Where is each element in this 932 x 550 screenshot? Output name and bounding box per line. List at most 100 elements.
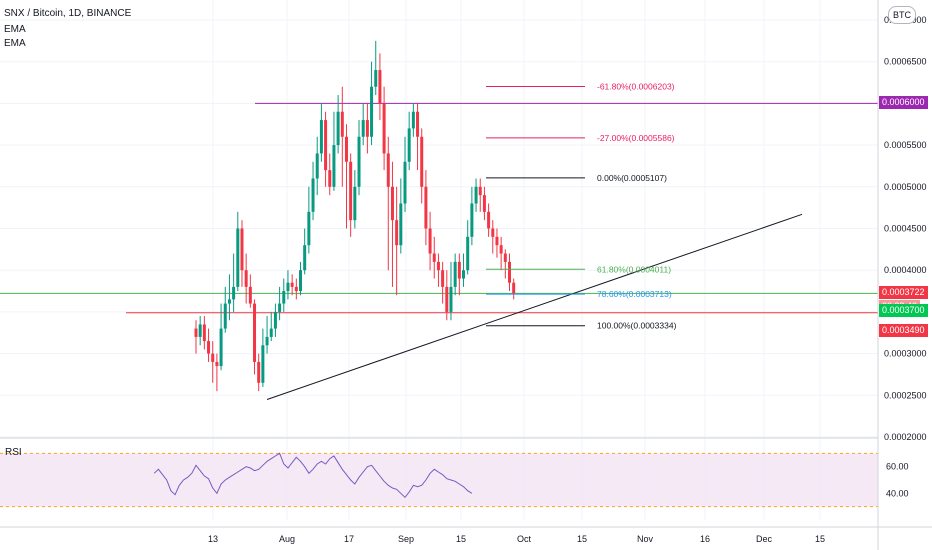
candle-body — [336, 111, 340, 146]
candle-body — [499, 245, 503, 254]
candle-body — [244, 270, 248, 287]
price-tag: 0.0006000 — [879, 96, 928, 110]
indicator-ema-1[interactable]: EMA — [4, 24, 26, 35]
candle-body — [420, 136, 424, 187]
candle-body — [223, 303, 227, 329]
candle-body — [403, 161, 407, 204]
symbol-title: SNX / Bitcoin, 1D, BINANCE — [4, 8, 132, 19]
candle-body — [299, 270, 302, 292]
time-tick-label: Nov — [637, 534, 654, 544]
time-tick-label: 15 — [456, 534, 466, 544]
price-tag: 0.0003700 — [879, 304, 928, 318]
price-tick-label: 0.0006500 — [884, 57, 927, 67]
grid-lines — [0, 0, 878, 520]
candle-body — [491, 228, 495, 237]
candle-body — [248, 286, 252, 304]
time-tick-label: Dec — [756, 534, 773, 544]
candle-body — [512, 282, 516, 294]
fib-level-label: 78.60%(0.0003713) — [597, 289, 672, 299]
candle-body — [449, 286, 453, 312]
fib-level-label: -61.80%(0.0006203) — [597, 81, 675, 91]
candle-body — [357, 136, 361, 187]
candle-body — [370, 86, 374, 137]
candle-body — [328, 170, 332, 187]
candle-body — [495, 236, 499, 246]
candle-body — [353, 186, 357, 221]
price-tick-label: 0.0004500 — [884, 224, 927, 234]
currency-badge[interactable]: BTC — [888, 6, 916, 24]
candle-body — [207, 341, 211, 354]
price-tick-label: 0.0002500 — [884, 390, 927, 400]
rsi-band — [0, 453, 878, 507]
candle-body — [508, 261, 511, 283]
candle-body — [503, 253, 507, 262]
candle-body — [324, 120, 328, 171]
candle-body — [453, 261, 457, 287]
candle-body — [482, 195, 486, 212]
candle-body — [261, 345, 265, 383]
fibonacci-retracement: -61.80%(0.0006203) -27.00%(0.0005586) 0.00… — [486, 81, 677, 331]
candle-body — [374, 70, 378, 87]
candle-body — [240, 228, 244, 271]
candle-body — [416, 111, 420, 137]
candle-body — [462, 270, 466, 279]
candle-body — [386, 153, 390, 187]
candle-body — [319, 120, 323, 154]
candle-body — [457, 261, 461, 279]
rsi-pane: RSI 60.00 40.00 — [0, 447, 909, 508]
candle-body — [470, 203, 474, 237]
price-tick-label: 0.0004000 — [884, 265, 927, 275]
candle-body — [286, 282, 290, 292]
candle-body — [294, 286, 298, 292]
candle-body — [202, 324, 206, 342]
candle-body — [303, 245, 307, 271]
candle-body — [399, 203, 403, 246]
candle-body — [282, 291, 286, 304]
time-tick-label: Sep — [398, 534, 414, 544]
time-tick-label: 15 — [815, 534, 825, 544]
candle-body — [445, 286, 449, 312]
candle-body — [432, 253, 436, 262]
candle-body — [198, 324, 202, 337]
candle-body — [411, 111, 415, 129]
candle-body — [227, 299, 231, 304]
candle-body — [269, 328, 273, 337]
candle-body — [378, 70, 382, 104]
time-tick-label: 17 — [344, 534, 354, 544]
price-tag: 0.0003722 — [879, 286, 928, 300]
candle-body — [344, 136, 348, 162]
candle-body — [236, 228, 240, 287]
candle-body — [219, 328, 223, 367]
trendline — [266, 213, 803, 400]
price-tick-label: 0.0005500 — [884, 140, 927, 150]
candle-body — [278, 303, 282, 312]
price-tag: 0.0003490 — [879, 323, 928, 337]
fib-level-label: -27.00%(0.0005586) — [597, 133, 675, 143]
candle-body — [273, 311, 277, 329]
candle-body — [211, 353, 215, 362]
candle-body — [474, 186, 478, 204]
time-tick-label: 13 — [208, 534, 218, 544]
candle-body — [428, 228, 432, 254]
price-tick-label: 0.0002000 — [884, 432, 927, 442]
candle-body — [340, 111, 344, 137]
candlesticks — [194, 40, 516, 392]
time-tick-label: Oct — [517, 534, 532, 544]
rsi-label: RSI — [5, 447, 22, 458]
candle-body — [315, 153, 319, 179]
candle-body — [332, 145, 336, 187]
indicator-ema-2[interactable]: EMA — [4, 38, 26, 49]
time-tick-label: Aug — [279, 534, 295, 544]
candle-body — [194, 328, 198, 337]
candle-body — [365, 120, 369, 137]
time-tick-label: 16 — [700, 534, 710, 544]
trendline-segment — [266, 213, 803, 400]
candle-body — [487, 211, 491, 229]
candle-body — [257, 361, 261, 383]
rsi-tick-label: 60.00 — [886, 462, 909, 472]
time-tick-label: 15 — [577, 534, 587, 544]
candle-body — [466, 236, 470, 271]
fib-level-label: 100.00%(0.0003334) — [597, 321, 677, 331]
candle-body — [361, 120, 365, 137]
